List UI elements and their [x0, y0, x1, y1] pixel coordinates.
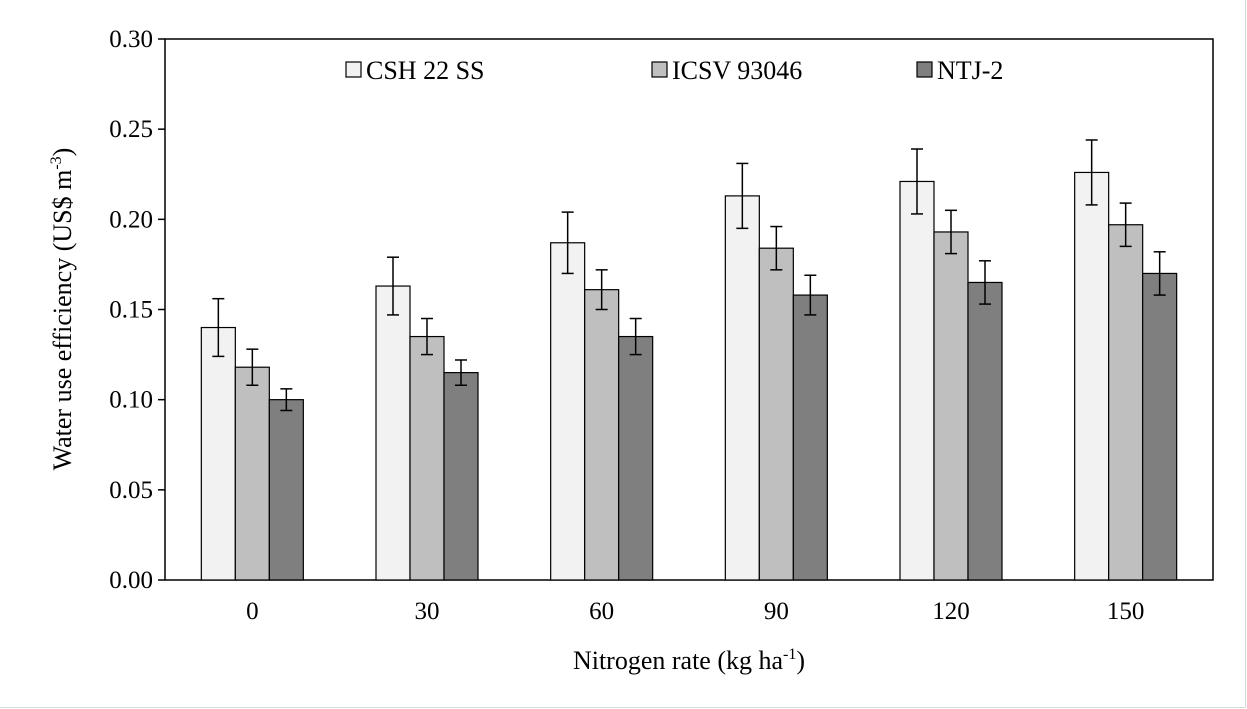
y-tick-label: 0.15 — [109, 297, 153, 324]
x-tick-label: 150 — [1107, 598, 1145, 625]
bar — [618, 335, 654, 581]
legend-swatch — [345, 61, 362, 78]
legend-label: CSH 22 SS — [366, 56, 485, 85]
legend-swatch — [916, 61, 933, 78]
bar — [792, 294, 828, 581]
bar — [933, 231, 969, 581]
x-tick-label: 0 — [246, 598, 259, 625]
bar — [443, 372, 479, 581]
legend-label: NTJ-2 — [937, 56, 1003, 85]
legend-swatch — [651, 61, 668, 78]
bar-series-group — [200, 171, 1178, 581]
bar — [758, 247, 794, 581]
x-tick-label: 60 — [589, 598, 614, 625]
x-tick-label: 90 — [764, 598, 789, 625]
y-tick-label: 0.20 — [109, 206, 153, 233]
y-tick-label: 0.30 — [109, 26, 153, 53]
y-tick-label: 0.00 — [109, 567, 153, 594]
y-tick-label: 0.05 — [109, 477, 153, 504]
bar — [967, 281, 1003, 581]
bar — [724, 195, 760, 581]
bar — [1108, 224, 1144, 581]
x-tick-label: 30 — [415, 598, 440, 625]
y-tick-label: 0.25 — [109, 116, 153, 143]
legend: CSH 22 SS ICSV 93046 NTJ-2 — [345, 56, 1003, 85]
x-axis-title: Nitrogen rate (kg ha-1) — [573, 646, 805, 675]
legend-label: ICSV 93046 — [672, 56, 802, 85]
y-tick-label: 0.10 — [109, 387, 153, 414]
bar — [1074, 171, 1110, 581]
bar — [584, 289, 620, 581]
bar — [1142, 272, 1178, 581]
plot-area — [164, 38, 1214, 581]
bar — [409, 335, 445, 581]
error-bar-group — [212, 139, 1166, 412]
bar — [375, 285, 411, 581]
x-axis: 0 30 60 90 120 150 — [246, 598, 1144, 625]
bar — [268, 399, 304, 581]
x-tick-label: 120 — [932, 598, 970, 625]
bar — [234, 366, 270, 581]
y-axis: 0.00 0.05 0.10 0.15 0.20 0.25 0.30 — [109, 26, 165, 594]
y-axis-title: Water use efficiency (US$ m-3) — [48, 148, 77, 471]
bar — [200, 326, 236, 581]
bar — [899, 180, 935, 581]
bar — [550, 242, 586, 581]
